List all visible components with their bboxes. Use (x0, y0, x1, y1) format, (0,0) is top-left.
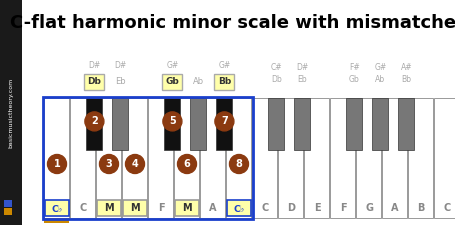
Text: C#: C# (271, 63, 282, 72)
Bar (372, 98, 389, 150)
Text: F: F (158, 203, 164, 213)
Text: A#: A# (400, 63, 412, 72)
Text: G#: G# (166, 61, 178, 70)
Text: M: M (130, 203, 140, 213)
Text: Bb: Bb (401, 76, 411, 85)
Text: Gb: Gb (166, 77, 179, 86)
Bar (44, 98, 69, 218)
Bar (174, 98, 199, 218)
Text: D#: D# (114, 61, 126, 70)
Bar (0, 0, 22, 225)
Bar (112, 98, 128, 150)
Text: Db: Db (87, 77, 101, 86)
FancyBboxPatch shape (123, 200, 147, 216)
Text: F: F (340, 203, 346, 213)
Text: D#: D# (88, 61, 101, 70)
Bar (4, 208, 12, 215)
Bar (434, 98, 455, 218)
Text: Ab: Ab (193, 77, 204, 86)
Bar (148, 98, 173, 218)
Text: 2: 2 (91, 116, 98, 126)
Text: Bb: Bb (218, 77, 231, 86)
Bar (226, 98, 251, 218)
Text: basicmusictheory.com: basicmusictheory.com (9, 77, 14, 148)
Circle shape (47, 155, 66, 173)
Text: M: M (104, 203, 114, 213)
Text: E: E (313, 203, 320, 213)
Text: 3: 3 (106, 159, 112, 169)
Circle shape (100, 155, 118, 173)
Text: Ab: Ab (375, 76, 385, 85)
Bar (164, 98, 180, 150)
Text: C: C (261, 203, 268, 213)
Text: D#: D# (296, 63, 308, 72)
Bar (268, 98, 284, 150)
Text: Eb: Eb (115, 77, 126, 86)
Bar (408, 98, 433, 218)
Text: Db: Db (271, 76, 282, 85)
Text: 1: 1 (54, 159, 61, 169)
FancyBboxPatch shape (175, 200, 199, 216)
Circle shape (215, 112, 234, 131)
Text: D: D (287, 203, 295, 213)
Bar (122, 98, 147, 218)
Text: 8: 8 (236, 159, 243, 169)
Bar (356, 98, 381, 218)
Text: Gb: Gb (349, 76, 360, 85)
FancyBboxPatch shape (227, 200, 251, 216)
Text: A: A (209, 203, 217, 213)
Text: C$\flat$: C$\flat$ (233, 202, 245, 214)
Bar (190, 98, 207, 150)
FancyBboxPatch shape (84, 74, 104, 90)
FancyBboxPatch shape (214, 74, 234, 90)
Text: B: B (417, 203, 425, 213)
Text: A: A (391, 203, 399, 213)
Bar (86, 98, 102, 150)
Bar (278, 98, 303, 218)
Text: M: M (182, 203, 192, 213)
Text: 7: 7 (221, 116, 228, 126)
Bar (294, 98, 310, 150)
Text: Eb: Eb (298, 76, 307, 85)
Bar (382, 98, 407, 218)
Bar (399, 98, 415, 150)
Bar (217, 98, 233, 150)
Bar (70, 98, 95, 218)
Bar (252, 98, 277, 218)
Text: C: C (79, 203, 86, 213)
Bar (43, 97, 253, 219)
Text: F#: F# (349, 63, 360, 72)
Circle shape (85, 112, 104, 131)
Text: 5: 5 (169, 116, 176, 126)
FancyBboxPatch shape (45, 200, 69, 216)
Text: 6: 6 (184, 159, 190, 169)
Text: C-flat harmonic minor scale with mismatches: C-flat harmonic minor scale with mismatc… (10, 14, 455, 32)
Bar (346, 98, 362, 150)
Circle shape (163, 112, 182, 131)
Bar (200, 98, 225, 218)
Text: G#: G# (218, 61, 231, 70)
Bar (304, 98, 329, 218)
Circle shape (126, 155, 145, 173)
FancyBboxPatch shape (162, 74, 182, 90)
Text: C: C (443, 203, 450, 213)
FancyBboxPatch shape (97, 200, 121, 216)
Text: C$\flat$: C$\flat$ (51, 202, 63, 214)
Circle shape (177, 155, 197, 173)
Bar (330, 98, 355, 218)
Bar (96, 98, 121, 218)
Text: 4: 4 (131, 159, 138, 169)
Text: G#: G# (374, 63, 387, 72)
Circle shape (229, 155, 248, 173)
Bar (44, 218, 69, 223)
Bar (4, 200, 12, 207)
Text: G: G (365, 203, 373, 213)
